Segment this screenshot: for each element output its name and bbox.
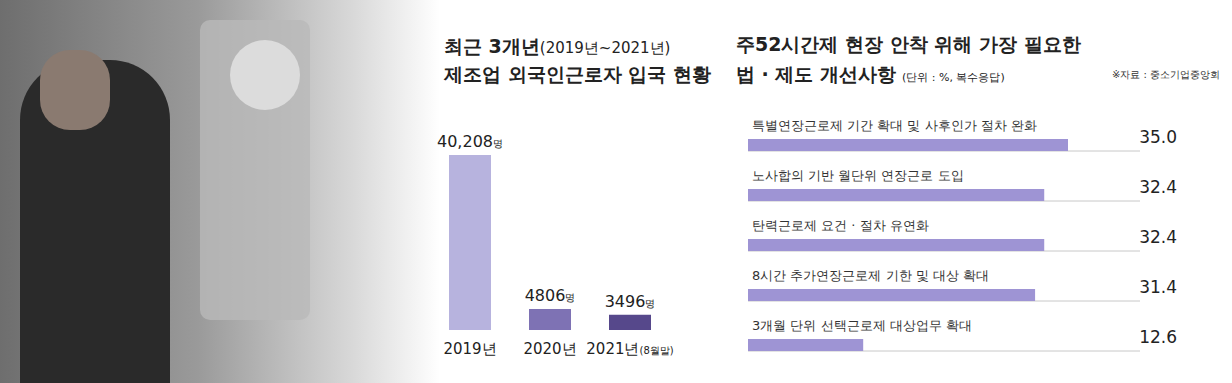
svg-text:3개월 단위 선택근로제 대상업무 확대: 3개월 단위 선택근로제 대상업무 확대 — [752, 318, 972, 333]
html-text:법 · 제도 개선사항 (단위 : %, 복수응답): 법 · 제도 개선사항 (단위 : %, 복수응답) — [736, 63, 1005, 85]
svg-text:12.6: 12.6 — [1139, 327, 1177, 347]
svg-text:35.0: 35.0 — [1139, 127, 1177, 147]
svg-text:4806명: 4806명 — [525, 286, 576, 305]
svg-text:31.4: 31.4 — [1139, 277, 1177, 297]
svg-text:3496명: 3496명 — [605, 292, 656, 311]
svg-text:32.4: 32.4 — [1139, 227, 1177, 247]
html-text:주52시간제 현장 안착 위해 가장 필요한: 주52시간제 현장 안착 위해 가장 필요한 — [736, 33, 1081, 55]
svg-text:2020년: 2020년 — [523, 340, 576, 358]
html-text:최근 3개년(2019년~2021년): 최근 3개년(2019년~2021년) — [444, 35, 671, 57]
svg-text:노사합의 기반 월단위 연장근로 도입: 노사합의 기반 월단위 연장근로 도입 — [752, 168, 964, 183]
html-text:※자료 : 중소기업중앙회: ※자료 : 중소기업중앙회 — [1111, 69, 1220, 80]
svg-text:40,208명: 40,208명 — [437, 132, 503, 151]
html-text:제조업 외국인근로자 입국 현황: 제조업 외국인근로자 입국 현황 — [444, 63, 711, 85]
svg-text:2021년(8월말): 2021년(8월말) — [586, 340, 673, 358]
svg-text:8시간 추가연장근로제 기한 및 대상 확대: 8시간 추가연장근로제 기한 및 대상 확대 — [752, 268, 989, 283]
svg-text:2019년: 2019년 — [443, 340, 496, 358]
svg-text:탄력근로제 요건 · 절차 유연화: 탄력근로제 요건 · 절차 유연화 — [752, 218, 929, 233]
svg-text:32.4: 32.4 — [1139, 177, 1177, 197]
svg-text:특별연장근로제 기간 확대 및 사후인가 절차 완화: 특별연장근로제 기간 확대 및 사후인가 절차 완화 — [752, 118, 1037, 133]
